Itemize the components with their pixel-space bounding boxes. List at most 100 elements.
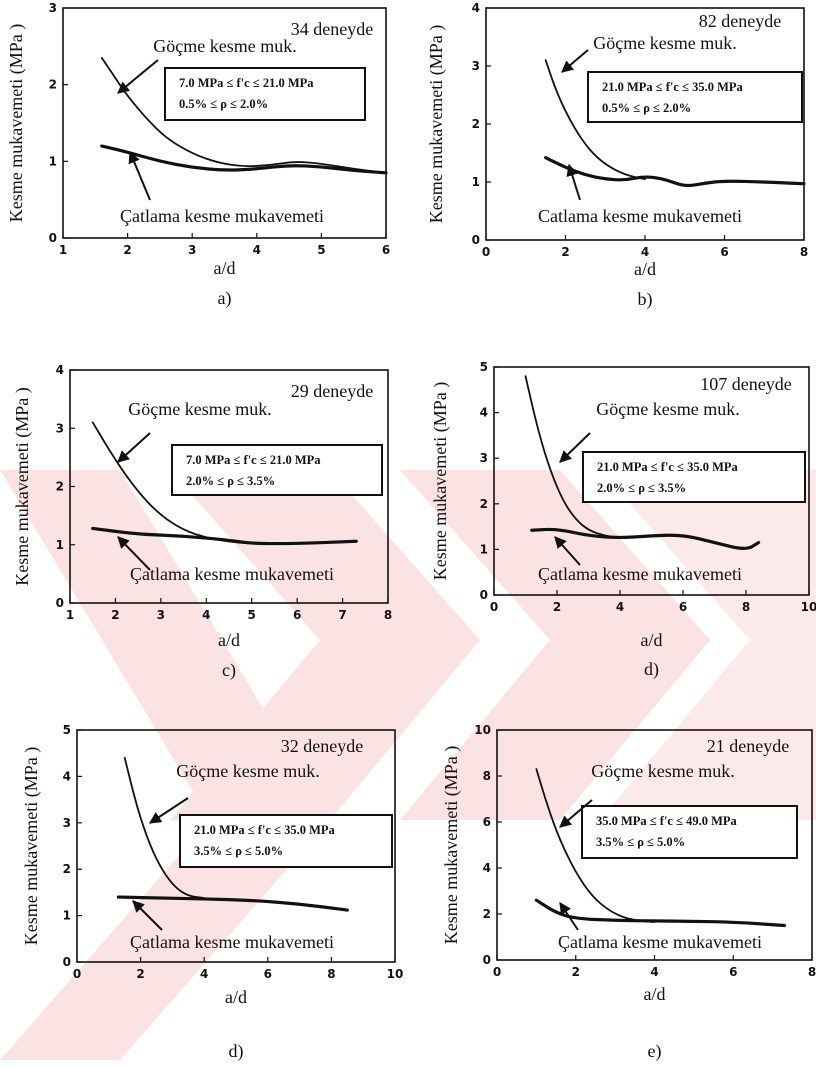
x-tick-label: 1: [59, 243, 67, 257]
x-tick-label: 2: [553, 600, 561, 614]
y-tick-label: 3: [472, 59, 480, 73]
y-tick-label: 2: [49, 78, 57, 92]
y-tick-label: 1: [63, 909, 71, 923]
y-tick-label: 4: [56, 363, 64, 377]
y-tick-label: 3: [480, 451, 488, 465]
y-tick-label: 4: [63, 769, 71, 783]
y-tick-label: 2: [472, 117, 480, 131]
panel-label: a): [218, 288, 232, 309]
panel-label: b): [638, 289, 653, 310]
x-axis-label: a/d: [225, 987, 247, 1007]
failure-series-label: Göçme kesme muk.: [128, 399, 271, 419]
x-tick-label: 6: [720, 245, 728, 259]
cracking-shear-curve: [116, 895, 349, 912]
x-tick-label: 4: [202, 608, 210, 622]
y-tick-label: 8: [483, 769, 491, 783]
x-tick-label: 4: [200, 967, 208, 981]
cracking-shear-curve: [91, 526, 358, 546]
failure-arrow: [559, 799, 593, 828]
cracking-arrow: [128, 150, 151, 201]
condition-box: [587, 71, 803, 123]
x-axis-label: a/d: [634, 259, 656, 279]
failure-series-label: Göçme kesme muk.: [596, 399, 739, 419]
condition-line: 2.0% ≤ ρ ≤ 3.5%: [186, 474, 275, 488]
cracking-series-label: Çatlama kesme mukavemeti: [120, 206, 324, 226]
condition-line: 7.0 MPa ≤ f'c ≤ 21.0 MPa: [186, 453, 321, 467]
y-tick-label: 3: [56, 421, 64, 435]
condition-line: 3.5% ≤ ρ ≤ 5.0%: [596, 835, 685, 849]
cracking-series-label: Çatlama kesme mukavemeti: [130, 932, 334, 952]
failure-arrow: [117, 432, 151, 463]
failure-shear-curve: [123, 756, 206, 899]
cracking-arrow: [132, 900, 163, 931]
x-tick-label: 0: [490, 600, 498, 614]
y-tick-label: 1: [480, 542, 488, 556]
x-tick-label: 6: [679, 600, 687, 614]
x-tick-label: 8: [808, 965, 816, 979]
condition-box: [171, 444, 383, 496]
plot-frame: [76, 729, 396, 963]
x-tick-label: 10: [801, 600, 816, 614]
condition-box: [581, 805, 798, 859]
chart-panel-4: 0 2 4 6 8 10 0 1 2 3 4 5 Kesme mukavemeti (MPa ) a/d d…: [430, 360, 816, 680]
failure-arrow: [148, 797, 189, 824]
condition-line: 2.0% ≤ ρ ≤ 3.5%: [597, 481, 686, 495]
cracking-arrow: [559, 902, 579, 931]
y-axis-label: Kesme mukavemeti (MPa ): [6, 24, 27, 222]
chart-panel-5: 0 2 4 6 8 10 0 1 2 3 4 5 Kesme mukavemeti (MPa ) a/d d…: [21, 723, 403, 1062]
x-axis-label: a/d: [218, 630, 240, 650]
y-tick-label: 5: [480, 360, 488, 374]
x-tick-label: 8: [384, 608, 392, 622]
failure-shear-curve: [544, 59, 646, 180]
x-tick-label: 6: [382, 243, 390, 257]
x-axis-label: a/d: [641, 630, 663, 650]
y-tick-label: 2: [56, 480, 64, 494]
y-tick-label: 4: [472, 1, 480, 15]
x-tick-label: 4: [650, 965, 658, 979]
y-axis-label: Kesme mukavemeti (MPa ): [21, 747, 42, 945]
x-tick-label: 0: [493, 965, 501, 979]
cracking-arrow: [117, 536, 151, 571]
x-tick-label: 8: [742, 600, 750, 614]
y-tick-label: 0: [483, 953, 491, 967]
panel-label: d): [644, 659, 659, 680]
x-tick-label: 6: [293, 608, 301, 622]
chart-panel-6: 0 2 4 6 8 0 2 4 6 8 10 Kesme mukavemeti (MPa ) a/d e)…: [441, 723, 816, 1062]
test-count-label: 29 deneyde: [291, 381, 373, 401]
failure-arrow: [561, 49, 589, 73]
y-tick-label: 10: [474, 723, 491, 737]
y-tick-label: 0: [480, 588, 488, 602]
cracking-series-label: Catlama kesme mukavemeti: [538, 206, 742, 226]
x-tick-label: 3: [188, 243, 196, 257]
x-tick-label: 0: [73, 967, 81, 981]
x-tick-label: 2: [561, 245, 569, 259]
x-tick-label: 1: [66, 608, 74, 622]
test-count-label: 34 deneyde: [291, 19, 373, 39]
y-tick-label: 3: [63, 816, 71, 830]
panel-label: e): [648, 1041, 662, 1062]
cracking-shear-curve: [530, 527, 761, 550]
condition-line: 7.0 MPa ≤ f'c ≤ 21.0 MPa: [179, 76, 314, 90]
x-tick-label: 4: [641, 245, 649, 259]
test-count-label: 32 deneyde: [281, 736, 363, 756]
x-axis-label: a/d: [214, 258, 236, 278]
x-tick-label: 10: [387, 967, 404, 981]
cracking-shear-curve: [100, 144, 388, 175]
condition-box: [164, 67, 366, 121]
y-axis-label: Kesme mukavemeti (MPa ): [441, 746, 462, 944]
cracking-series-label: Çatlama kesme mukavemeti: [558, 932, 762, 952]
x-tick-label: 2: [111, 608, 119, 622]
y-tick-label: 1: [56, 538, 64, 552]
cracking-shear-curve: [534, 898, 787, 928]
y-tick-label: 0: [472, 233, 480, 247]
y-axis-label: Kesme mukavemeti (MPa ): [430, 382, 451, 580]
x-tick-label: 2: [123, 243, 131, 257]
x-tick-label: 4: [253, 243, 261, 257]
test-count-label: 21 deneyde: [707, 736, 789, 756]
plot-frame: [493, 366, 810, 596]
